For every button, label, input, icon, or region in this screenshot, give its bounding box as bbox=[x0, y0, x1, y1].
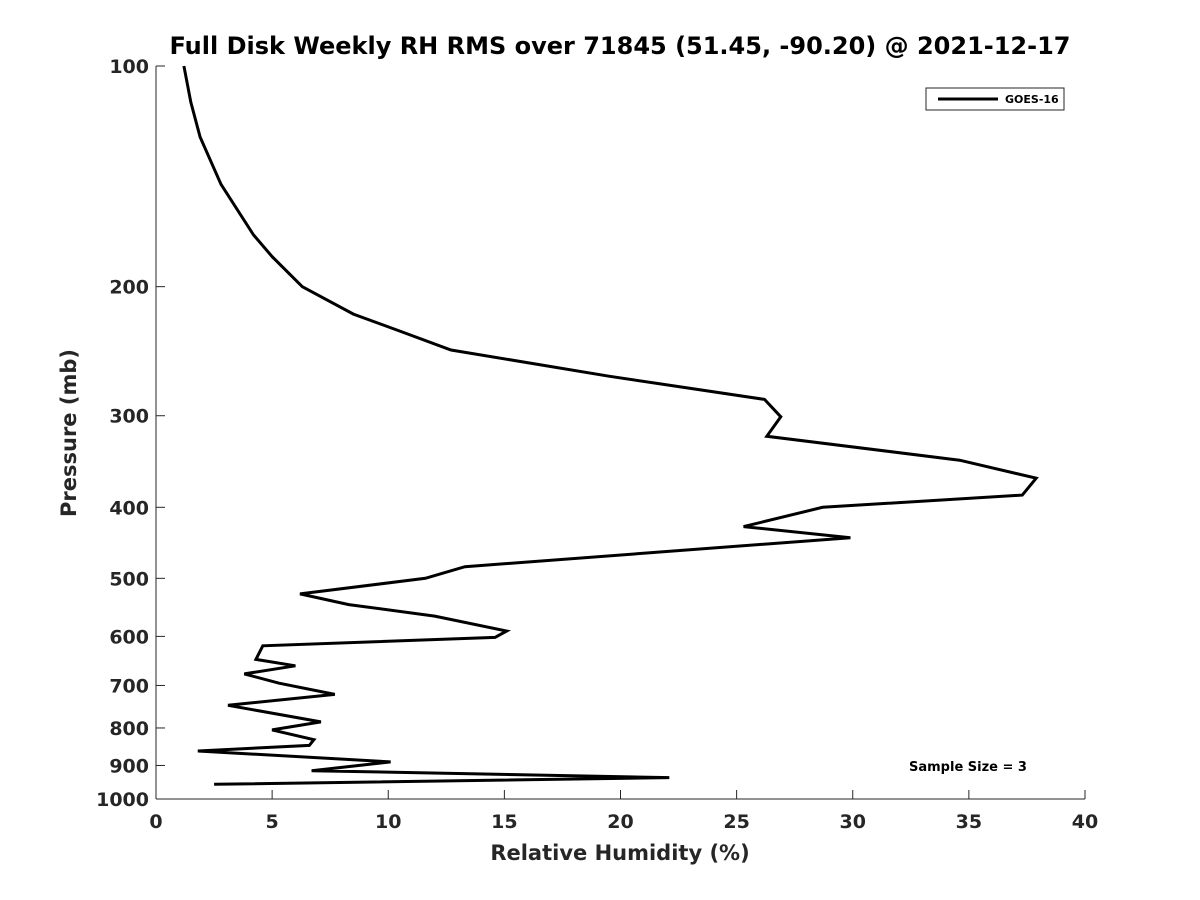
legend-label: GOES-16 bbox=[1005, 93, 1059, 106]
plot-area: 0 5 10 15 20 25 30 35 40 100 200 300 400 500 600 700 800… bbox=[96, 56, 1098, 833]
y-tick-label: 800 bbox=[109, 718, 149, 740]
x-tick-label: 0 bbox=[149, 811, 162, 833]
x-tick-label: 40 bbox=[1072, 811, 1098, 833]
x-tick-label: 10 bbox=[375, 811, 401, 833]
y-tick-label: 500 bbox=[109, 568, 149, 590]
y-tick-label: 300 bbox=[109, 406, 149, 428]
series-line-goes-16 bbox=[182, 65, 1039, 786]
y-tick-label: 1000 bbox=[96, 789, 149, 811]
x-tick-label: 25 bbox=[723, 811, 749, 833]
x-tick-label: 35 bbox=[956, 811, 982, 833]
y-tick-label: 900 bbox=[109, 755, 149, 777]
y-tick-label: 100 bbox=[109, 56, 149, 78]
y-tick-label: 600 bbox=[109, 626, 149, 648]
y-tick-label: 400 bbox=[109, 497, 149, 519]
sample-size-annotation: Sample Size = 3 bbox=[909, 760, 1027, 775]
y-tick-label: 200 bbox=[109, 277, 149, 299]
x-tick-label: 30 bbox=[840, 811, 866, 833]
x-tick-label: 15 bbox=[491, 811, 517, 833]
y-axis-label: Pressure (mb) bbox=[57, 349, 81, 517]
x-axis-label: Relative Humidity (%) bbox=[490, 841, 749, 865]
x-tick-label: 5 bbox=[266, 811, 279, 833]
chart-title: Full Disk Weekly RH RMS over 71845 (51.4… bbox=[169, 32, 1070, 60]
x-tick-label: 20 bbox=[607, 811, 633, 833]
y-tick-label: 700 bbox=[109, 675, 149, 697]
legend: GOES-16 bbox=[925, 87, 1065, 111]
